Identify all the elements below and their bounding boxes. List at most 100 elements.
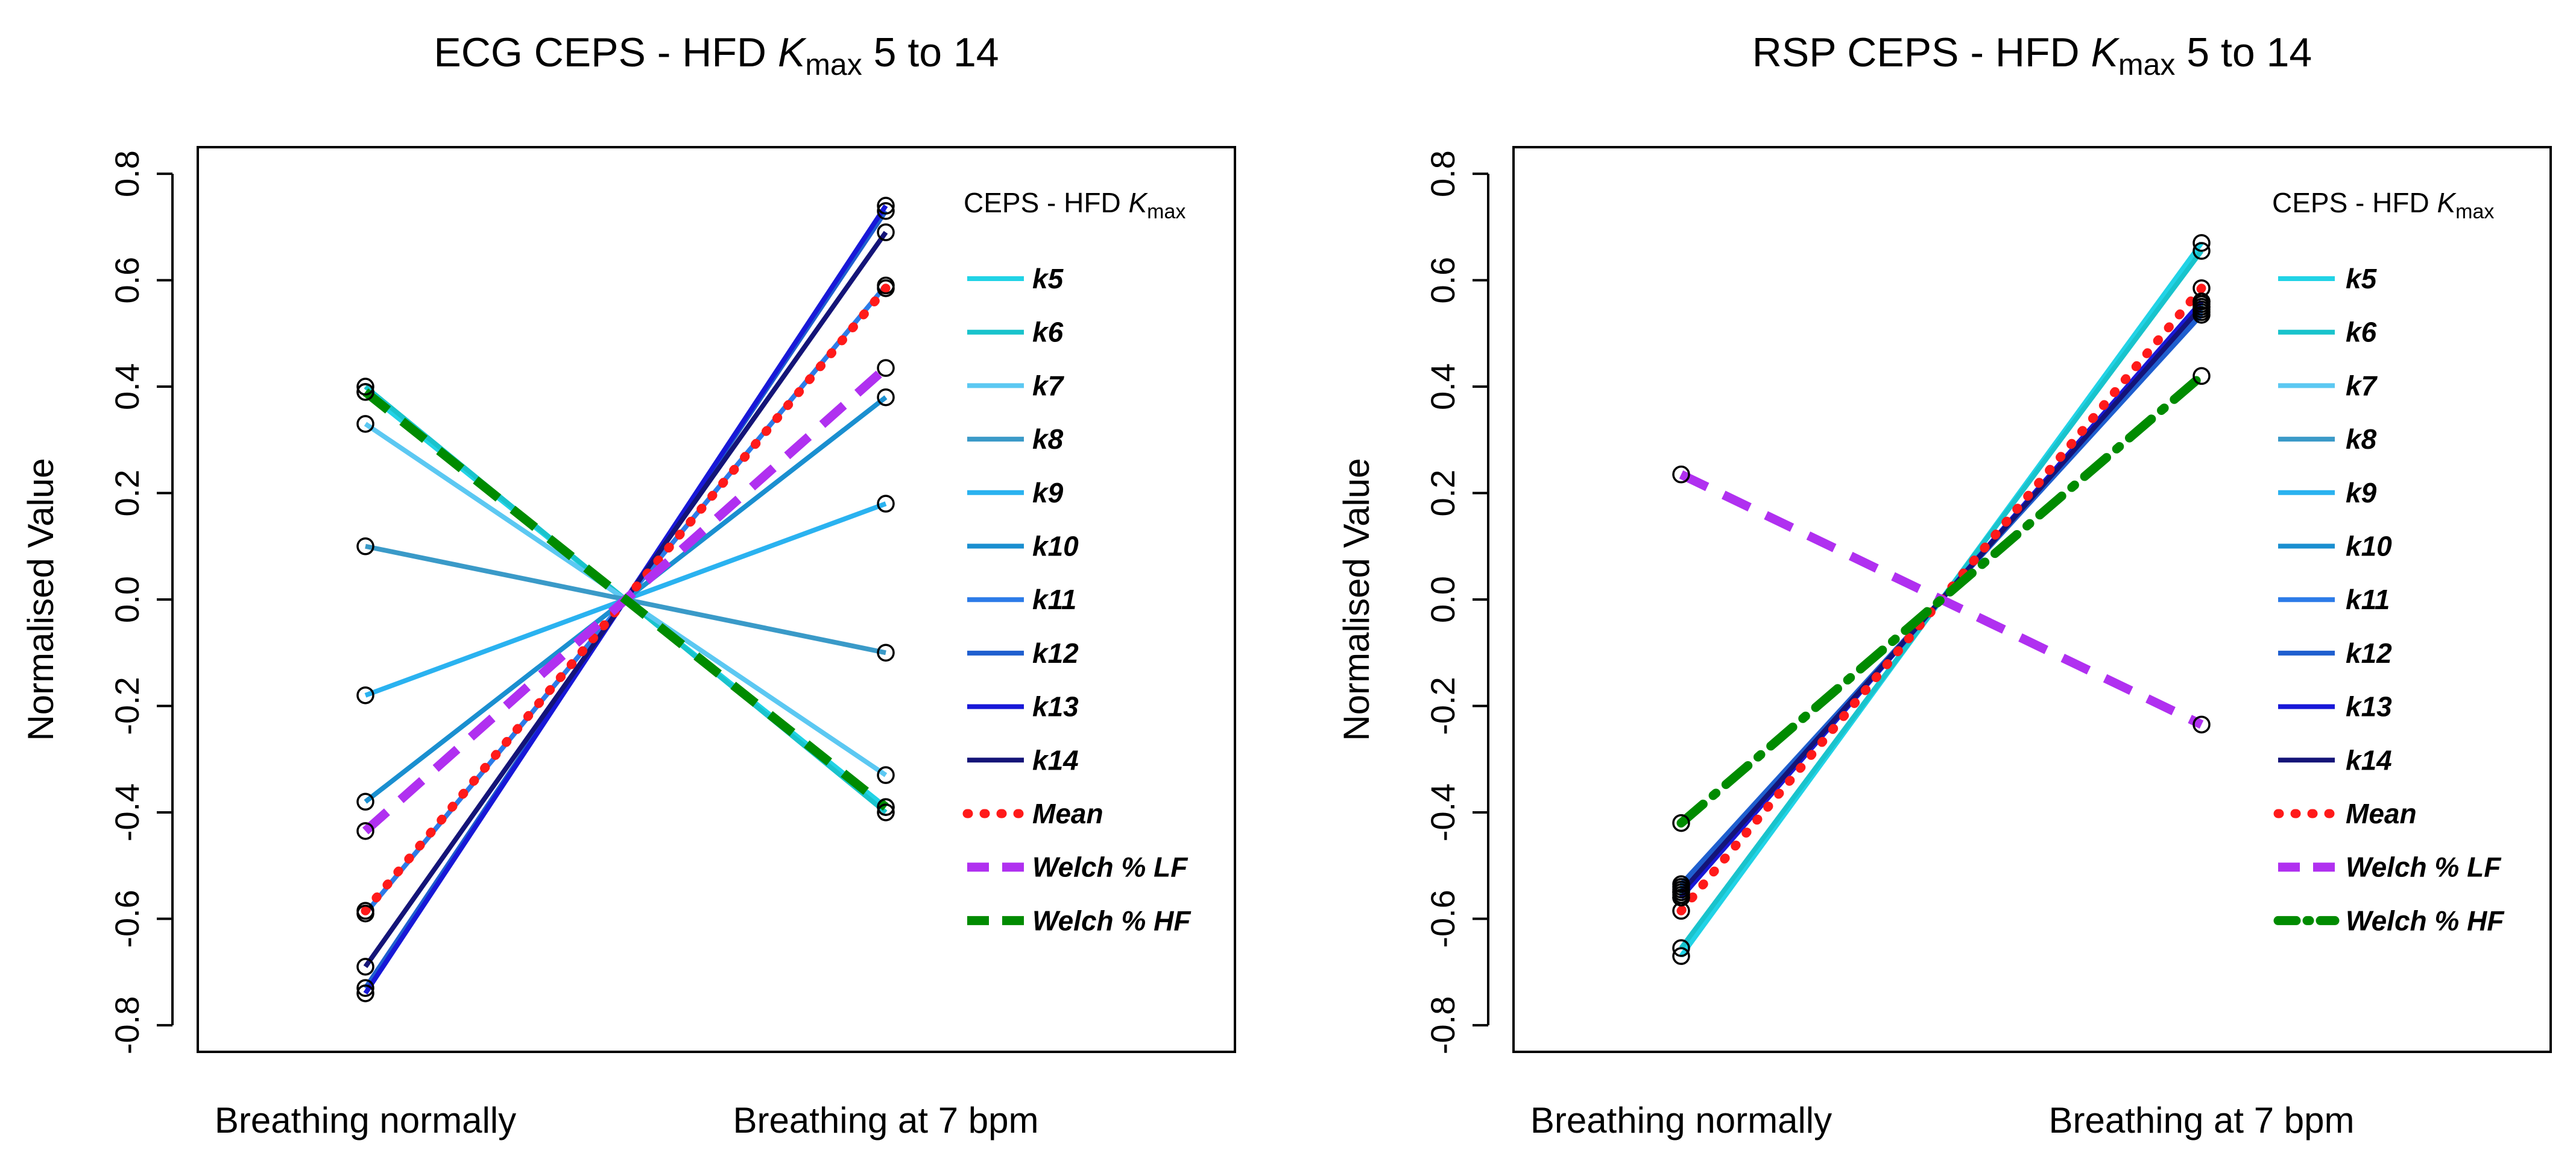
y-tick-label: 0.2 bbox=[1424, 470, 1462, 517]
y-tick-label: -0.4 bbox=[108, 783, 146, 842]
legend-entry-label: k6 bbox=[1032, 317, 1064, 348]
y-tick-label: 0.2 bbox=[108, 470, 146, 517]
data-point bbox=[877, 279, 895, 297]
data-point bbox=[356, 686, 374, 704]
series-line-welch-hf bbox=[1676, 371, 2206, 828]
legend-entry-label: k14 bbox=[2346, 744, 2392, 776]
data-point bbox=[356, 383, 374, 401]
x-category-label: Breathing normally bbox=[1530, 1100, 1832, 1141]
data-point bbox=[1672, 902, 1690, 920]
data-point bbox=[2192, 715, 2211, 734]
y-tick-label: 0.4 bbox=[1424, 363, 1462, 410]
title-subscript: max bbox=[2118, 48, 2175, 81]
legend-entry-label: k13 bbox=[1032, 691, 1079, 723]
data-point bbox=[877, 202, 895, 220]
y-tick-label: 0.6 bbox=[1424, 257, 1462, 304]
legend-entry-label: k9 bbox=[1032, 477, 1064, 508]
y-tick-label: 0.0 bbox=[1424, 576, 1462, 623]
data-point bbox=[356, 537, 374, 555]
legend: CEPS - HFD Kmax k5 k6 k7 k8 k9 k10 k11 k12 k13 k14… bbox=[962, 187, 1192, 936]
x-category-label: Breathing normally bbox=[215, 1100, 516, 1141]
legend-entry-label: k10 bbox=[2346, 531, 2392, 562]
y-tick-label: -0.6 bbox=[108, 890, 146, 948]
y-tick-label: -0.2 bbox=[108, 677, 146, 735]
legend-entry-label: k8 bbox=[2346, 423, 2377, 455]
y-tick-label: 0.0 bbox=[108, 576, 146, 623]
legend-title-main: CEPS - HFD bbox=[2272, 187, 2437, 218]
data-point bbox=[356, 822, 374, 840]
data-point bbox=[2192, 293, 2211, 311]
y-tick-label: -0.8 bbox=[108, 996, 146, 1055]
legend-entry-label: Welch % HF bbox=[1032, 905, 1192, 936]
data-point bbox=[2192, 234, 2211, 252]
legend-entry-label: k11 bbox=[1032, 584, 1076, 615]
legend-entry-label: Welch % HF bbox=[2346, 905, 2505, 936]
y-axis-label: Normalised Value bbox=[1336, 458, 1377, 741]
data-point bbox=[877, 803, 895, 821]
data-point bbox=[2192, 367, 2211, 385]
data-point bbox=[356, 902, 374, 920]
data-point bbox=[356, 958, 374, 976]
data-point bbox=[877, 766, 895, 784]
legend-entry-label: k12 bbox=[1032, 638, 1079, 669]
legend-entry-label: k5 bbox=[2346, 263, 2378, 294]
data-point bbox=[356, 984, 374, 1002]
data-point bbox=[356, 415, 374, 433]
data-point bbox=[877, 197, 895, 215]
plot-frame bbox=[197, 146, 1236, 1053]
data-point bbox=[1672, 465, 1690, 484]
data-point bbox=[1672, 814, 1690, 832]
legend-entry-label: Mean bbox=[2346, 798, 2417, 829]
legend-entry-label: k11 bbox=[2346, 584, 2390, 615]
plot-frame bbox=[1512, 146, 2552, 1053]
data-point bbox=[877, 388, 895, 407]
legend-entry-label: Welch % LF bbox=[1032, 852, 1189, 883]
y-tick-label: -0.6 bbox=[1424, 890, 1462, 948]
data-point bbox=[1672, 875, 1690, 893]
x-category-label: Breathing at 7 bpm bbox=[733, 1100, 1039, 1141]
y-tick-label: -0.4 bbox=[1424, 783, 1462, 842]
y-tick-label: 0.6 bbox=[108, 257, 146, 304]
data-point bbox=[877, 798, 895, 816]
legend-title-subscript: max bbox=[1147, 200, 1185, 223]
legend-entry-label: k10 bbox=[1032, 531, 1079, 562]
data-point bbox=[2192, 242, 2211, 260]
data-point bbox=[1672, 947, 1690, 965]
legend-entry-label: k6 bbox=[2346, 317, 2377, 348]
title-k: K bbox=[2091, 30, 2120, 75]
legend-entry-label: Mean bbox=[1032, 798, 1103, 829]
data-point bbox=[877, 223, 895, 241]
legend-entry-label: k14 bbox=[1032, 744, 1079, 776]
y-tick-label: 0.8 bbox=[108, 150, 146, 197]
y-tick-label: -0.2 bbox=[1424, 677, 1462, 735]
title-subscript: max bbox=[805, 48, 862, 81]
data-point bbox=[2192, 297, 2211, 316]
legend-title-k: K bbox=[2437, 187, 2457, 218]
title-rest: 5 to 14 bbox=[2175, 30, 2312, 75]
legend-title-subscript: max bbox=[2455, 200, 2494, 223]
legend-entry-label: k5 bbox=[1032, 263, 1064, 294]
data-point bbox=[356, 378, 374, 396]
legend: CEPS - HFD Kmax k5 k6 k7 k8 k9 k10 k11 k12 k13 k14… bbox=[2272, 187, 2505, 936]
data-point bbox=[356, 979, 374, 997]
data-point bbox=[2192, 306, 2211, 324]
y-tick-label: 0.8 bbox=[1424, 150, 1462, 197]
y-tick-label: -0.8 bbox=[1424, 996, 1462, 1055]
data-point bbox=[877, 359, 895, 377]
y-axis-label: Normalised Value bbox=[21, 458, 61, 741]
data-point bbox=[1672, 939, 1690, 957]
legend-entry-label: k12 bbox=[2346, 638, 2392, 669]
legend-entry-label: k13 bbox=[2346, 691, 2392, 723]
data-point bbox=[1672, 888, 1690, 906]
legend-entry-label: k9 bbox=[2346, 477, 2377, 508]
data-point bbox=[877, 644, 895, 662]
chart-panel-1: ECG CEPS - HFD Kmax 5 to 14 -0.8 -0.6 -0.4 -… bbox=[21, 30, 1236, 1141]
chart-panel-2: RSP CEPS - HFD Kmax 5 to 14 -0.8 -0.6 -0.4 -… bbox=[1336, 30, 2552, 1141]
title-main: ECG CEPS - HFD bbox=[434, 30, 778, 75]
data-point bbox=[2192, 279, 2211, 297]
legend-title: CEPS - HFD Kmax bbox=[964, 187, 1185, 223]
data-point bbox=[356, 793, 374, 811]
chart-title: ECG CEPS - HFD Kmax 5 to 14 bbox=[434, 30, 999, 81]
legend-title-main: CEPS - HFD bbox=[964, 187, 1128, 218]
